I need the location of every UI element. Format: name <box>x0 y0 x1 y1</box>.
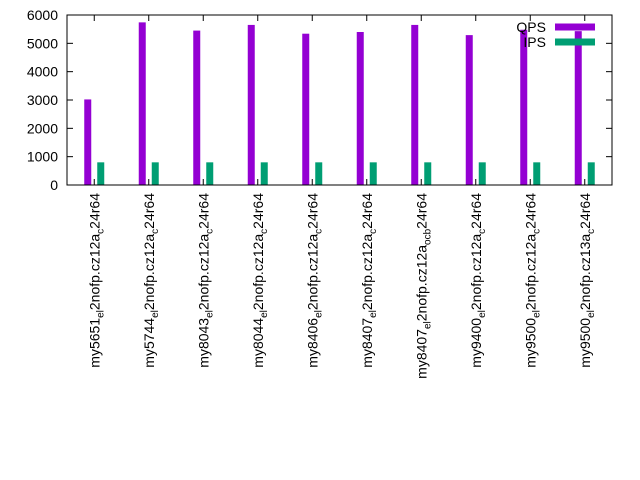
y-tick-label: 5000 <box>27 35 58 51</box>
ips-bar <box>151 162 159 185</box>
legend-swatch-ips <box>555 38 595 46</box>
y-tick-label: 2000 <box>27 120 58 136</box>
x-category-label: my8044el2nofp.cz12ac24r64 <box>250 193 270 368</box>
ips-bar <box>97 162 105 185</box>
ips-bar <box>206 162 214 185</box>
y-tick-label: 1000 <box>27 149 58 165</box>
y-tick-label: 0 <box>50 177 58 193</box>
ips-bar <box>369 162 377 185</box>
x-category-label: my9500el2nofp.cz13ac24r64 <box>577 193 597 368</box>
qps-bar <box>411 24 419 185</box>
x-category-label: my5651el2nofp.cz12ac24r64 <box>86 193 106 368</box>
x-category-label: my8043el2nofp.cz12ac24r64 <box>195 193 215 368</box>
x-category-label: my8407el2nofp.cz12ac24r64 <box>359 193 379 368</box>
qps-bar <box>193 30 201 186</box>
ips-bar <box>424 162 432 185</box>
ips-bar <box>533 162 541 185</box>
legend-label-ips: IPS <box>523 34 546 50</box>
x-category-label: my9500el2nofp.cz12ac24r64 <box>522 193 542 368</box>
x-category-label: my8407el2nofp.cz12aocb24r64 <box>413 193 433 379</box>
qps-bar <box>574 31 582 186</box>
x-category-label: my8406el2nofp.cz12ac24r64 <box>304 193 324 368</box>
qps-bar <box>138 22 146 185</box>
legend-swatch-qps <box>555 23 595 31</box>
x-category-label: my9400el2nofp.cz12ac24r64 <box>468 193 488 368</box>
bars-layer <box>84 22 595 186</box>
x-axis: my5651el2nofp.cz12ac24r64 my5744el2nofp.c… <box>86 15 597 379</box>
y-tick-label: 3000 <box>27 92 58 108</box>
y-tick-label: 6000 <box>27 7 58 23</box>
qps-bar <box>520 29 528 185</box>
y-tick-label: 4000 <box>27 64 58 80</box>
legend-label-qps: QPS <box>516 19 546 35</box>
qps-bar <box>84 99 92 185</box>
qps-bar <box>302 33 310 186</box>
qps-bar <box>465 35 473 185</box>
qps-bar <box>356 32 364 185</box>
y-axis: 0 1000 2000 3000 4000 5000 6000 <box>27 7 612 193</box>
qps-bar <box>247 24 255 185</box>
ips-bar <box>260 162 268 185</box>
ips-bar <box>587 162 595 185</box>
ips-bar <box>315 162 323 185</box>
ips-bar <box>478 162 486 185</box>
x-category-label: my5744el2nofp.cz12ac24r64 <box>141 193 161 368</box>
